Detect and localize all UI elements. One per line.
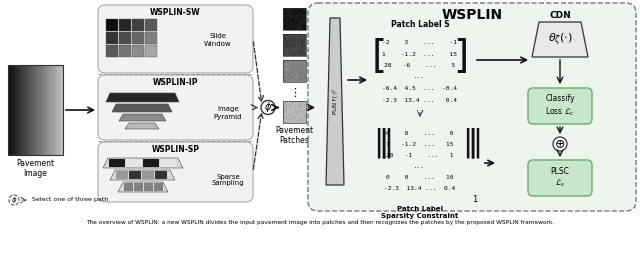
Text: 1: 1 — [472, 195, 477, 204]
Text: $\phi$: $\phi$ — [264, 101, 272, 115]
FancyBboxPatch shape — [98, 5, 253, 73]
Text: ...: ... — [414, 164, 426, 169]
Text: 0    0    ...    0: 0 0 ... 0 — [387, 131, 454, 136]
Bar — [119, 19, 131, 31]
Text: CDN: CDN — [549, 11, 571, 20]
Text: Sparse
Sampling: Sparse Sampling — [212, 173, 244, 186]
Bar — [142, 171, 154, 179]
Polygon shape — [112, 104, 172, 112]
Polygon shape — [532, 22, 588, 57]
Text: Classify
Loss $\mathcal{L}_c$: Classify Loss $\mathcal{L}_c$ — [545, 94, 575, 118]
Text: 1    -1.2  ...    15: 1 -1.2 ... 15 — [383, 52, 458, 56]
Text: $\oplus$: $\oplus$ — [554, 137, 566, 151]
Bar — [129, 171, 141, 179]
Polygon shape — [125, 123, 159, 129]
Text: -2.3  13.4 ...   0.4: -2.3 13.4 ... 0.4 — [383, 98, 458, 103]
Text: $\theta_{\zeta}(\cdot)$: $\theta_{\zeta}(\cdot)$ — [548, 31, 572, 48]
Polygon shape — [326, 18, 344, 185]
Polygon shape — [119, 114, 166, 121]
Bar — [119, 45, 131, 57]
Text: ‖: ‖ — [462, 128, 477, 158]
Bar — [124, 183, 133, 191]
Bar — [132, 19, 144, 31]
FancyBboxPatch shape — [528, 88, 592, 124]
Circle shape — [261, 101, 275, 115]
Text: Image
Pyramid: Image Pyramid — [214, 106, 243, 119]
Bar — [143, 159, 159, 167]
Bar — [155, 171, 167, 179]
Bar — [160, 159, 176, 167]
Text: ]: ] — [452, 38, 468, 76]
Polygon shape — [106, 93, 179, 102]
Text: WSPLIN-SP: WSPLIN-SP — [152, 145, 200, 154]
Polygon shape — [110, 170, 175, 180]
Bar — [145, 45, 157, 57]
Text: PLSC
$\mathcal{L}_s$: PLSC $\mathcal{L}_s$ — [550, 167, 570, 189]
Circle shape — [553, 137, 567, 151]
Text: Slide
Window: Slide Window — [204, 34, 232, 46]
Bar — [145, 32, 157, 44]
Text: 20   -6    ...    5: 20 -6 ... 5 — [385, 63, 456, 68]
Bar — [145, 19, 157, 31]
Text: Select one of three path: Select one of three path — [32, 198, 108, 202]
Text: WSPLIN-IP: WSPLIN-IP — [153, 78, 198, 87]
Bar — [119, 32, 131, 44]
Text: ‖: ‖ — [378, 128, 393, 158]
Text: ⋮: ⋮ — [289, 88, 300, 98]
Text: -2.3  13.4 ...  0.4: -2.3 13.4 ... 0.4 — [385, 186, 456, 191]
Text: WSPLIN-SW: WSPLIN-SW — [150, 8, 201, 17]
FancyBboxPatch shape — [528, 160, 592, 196]
Bar — [144, 183, 153, 191]
Text: 0    0    ...   10: 0 0 ... 10 — [387, 175, 454, 180]
Text: Patch Label S: Patch Label S — [390, 20, 449, 29]
FancyBboxPatch shape — [98, 142, 253, 202]
Text: Pavement
Patches: Pavement Patches — [275, 126, 314, 145]
Circle shape — [9, 195, 19, 205]
Text: 1   -1.2  ...   15: 1 -1.2 ... 15 — [387, 142, 454, 147]
Bar — [283, 34, 306, 56]
Text: Patch Label
Sparsity Constraint: Patch Label Sparsity Constraint — [381, 206, 459, 219]
Text: ‖: ‖ — [467, 128, 482, 158]
Bar — [106, 19, 118, 31]
Bar — [106, 45, 118, 57]
Bar — [283, 101, 306, 123]
Bar — [109, 159, 125, 167]
FancyBboxPatch shape — [308, 3, 636, 211]
Text: ‖: ‖ — [373, 128, 388, 158]
Text: $\phi$: $\phi$ — [11, 195, 17, 205]
Bar — [132, 32, 144, 44]
Polygon shape — [103, 158, 183, 168]
Bar — [126, 159, 142, 167]
Text: -2    3    ...    -1: -2 3 ... -1 — [383, 40, 458, 45]
Bar — [154, 183, 163, 191]
Bar — [8, 65, 63, 155]
Text: Pavement
Image: Pavement Image — [17, 159, 54, 178]
Bar — [116, 171, 128, 179]
Text: PLIN F(·)²: PLIN F(·)² — [332, 89, 338, 114]
Text: WSPLIN: WSPLIN — [442, 8, 502, 22]
FancyBboxPatch shape — [98, 75, 253, 140]
Bar — [283, 8, 306, 30]
Text: 20   -1    ...   1: 20 -1 ... 1 — [387, 153, 454, 158]
Text: -6.4  4.5  ...  -0.4: -6.4 4.5 ... -0.4 — [383, 86, 458, 91]
Bar — [106, 32, 118, 44]
Polygon shape — [118, 182, 168, 192]
Text: [: [ — [372, 38, 387, 76]
Bar — [283, 60, 306, 82]
Text: The overview of WSPLIN: a new WSPLIN divides the input pavement image into patch: The overview of WSPLIN: a new WSPLIN div… — [86, 220, 554, 225]
Text: ...: ... — [414, 74, 426, 80]
Bar — [134, 183, 143, 191]
Bar — [132, 45, 144, 57]
